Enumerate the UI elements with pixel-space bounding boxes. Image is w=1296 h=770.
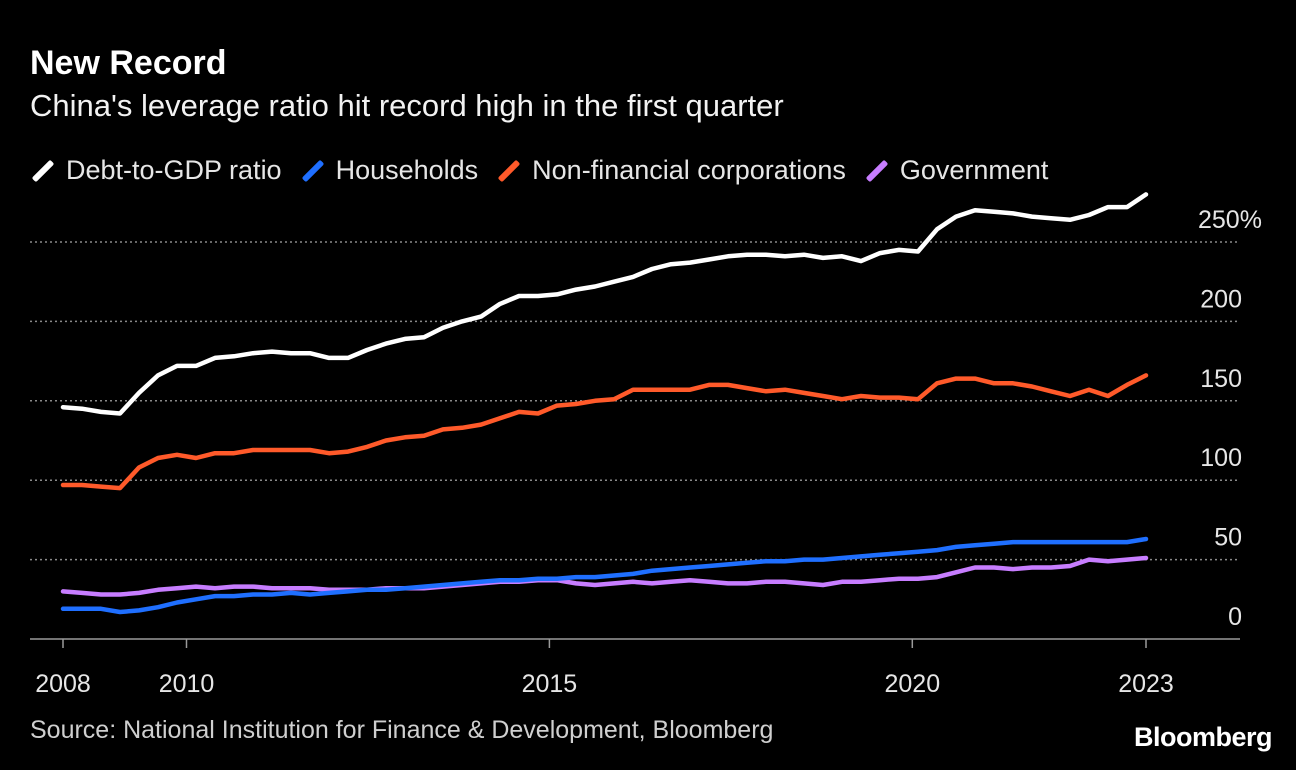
- legend-item: Government: [864, 155, 1049, 186]
- legend-label: Non-financial corporations: [532, 155, 846, 185]
- x-tick-label: 2015: [522, 670, 578, 698]
- legend-item: Non-financial corporations: [496, 155, 846, 186]
- x-tick-label: 2008: [35, 670, 91, 698]
- series-line-government: [60, 555, 1149, 597]
- series-line-households: [60, 536, 1149, 615]
- y-tick-label: 250%: [1198, 206, 1262, 234]
- legend: Debt-to-GDP ratio Households Non-financial…: [30, 155, 1048, 186]
- chart-subtitle: China's leverage ratio hit record high i…: [30, 88, 784, 123]
- x-tick-label: 2023: [1118, 670, 1174, 698]
- legend-item: Households: [300, 155, 479, 186]
- y-tick-label: 0: [1228, 603, 1242, 631]
- legend-label: Households: [335, 155, 479, 185]
- chart-title: New Record: [30, 44, 227, 82]
- y-tick-label: 150: [1200, 365, 1242, 393]
- legend-item: Debt-to-GDP ratio: [30, 155, 282, 186]
- source-note: Source: National Institution for Finance…: [30, 716, 774, 744]
- x-tick-label: 2020: [884, 670, 940, 698]
- series-line-non-financial-corporations: [60, 373, 1149, 491]
- series-line-debt-to-gdp-ratio: [60, 192, 1149, 416]
- legend-label: Debt-to-GDP ratio: [66, 155, 282, 185]
- x-tick-label: 2010: [159, 670, 215, 698]
- y-tick-label: 100: [1200, 444, 1242, 472]
- legend-label: Government: [899, 155, 1049, 185]
- bloomberg-logo: Bloomberg: [1133, 722, 1273, 752]
- y-tick-label: 200: [1200, 285, 1242, 313]
- y-tick-label: 50: [1214, 524, 1242, 552]
